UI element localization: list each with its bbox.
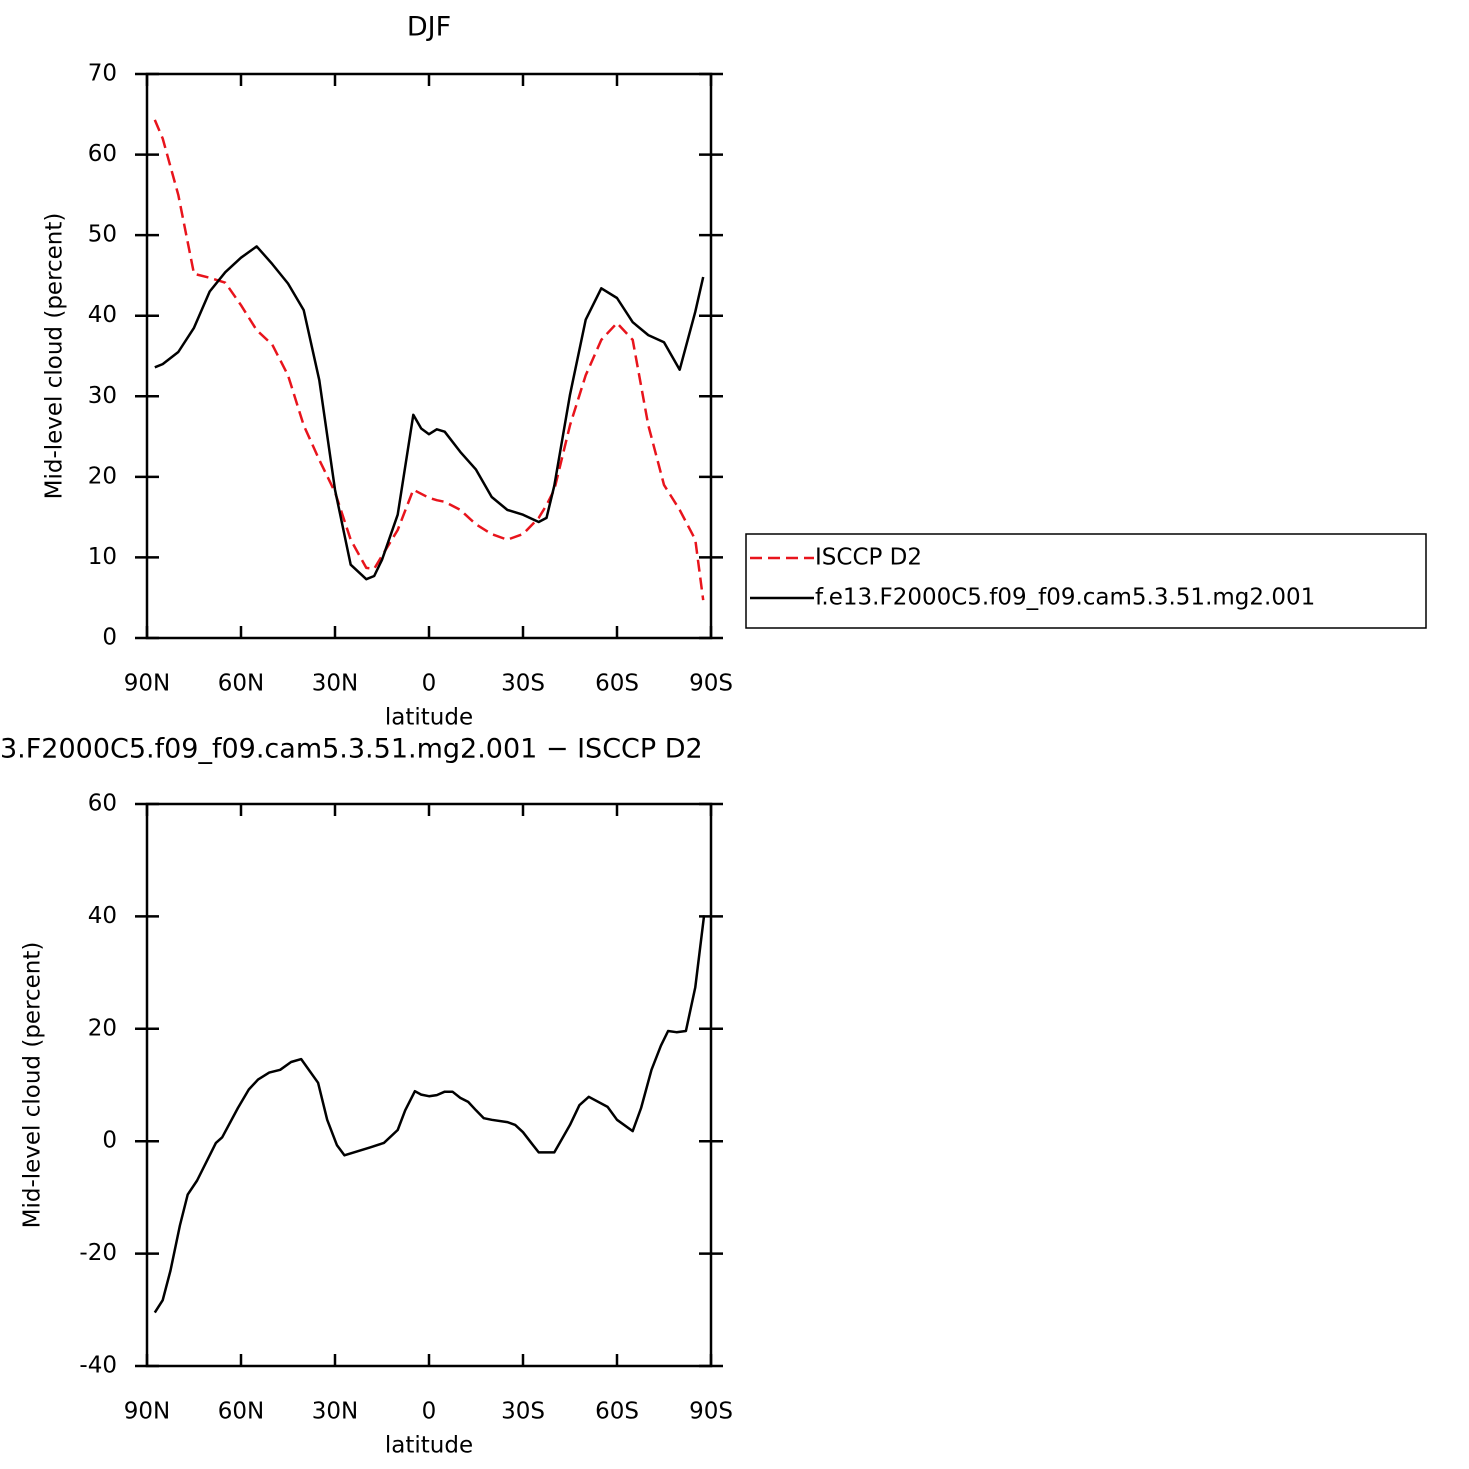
chart-title: DJF <box>407 12 451 43</box>
x-tick-label: 60S <box>595 671 639 697</box>
y-tick-label: 40 <box>88 302 117 328</box>
x-tick-label: 90N <box>124 671 170 697</box>
x-tick-label: 90S <box>689 671 733 697</box>
x-tick-label: 30S <box>501 671 545 697</box>
data-line <box>154 245 705 581</box>
y-tick-label: 60 <box>88 141 117 167</box>
data-line <box>153 119 705 601</box>
y-tick-label: 60 <box>88 791 117 817</box>
x-tick-label: 30N <box>312 671 358 697</box>
x-tick-label: 30S <box>501 1399 545 1425</box>
x-tick-label: 30N <box>312 1399 358 1425</box>
y-tick-label: 40 <box>88 903 117 929</box>
legend-label: ISCCP D2 <box>815 545 922 571</box>
y-tick-label: 0 <box>102 625 117 651</box>
data-line <box>153 915 706 1314</box>
y-tick-label: 0 <box>102 1128 117 1154</box>
x-tick-label: 90S <box>689 1399 733 1425</box>
y-tick-label: -40 <box>79 1353 117 1379</box>
x-tick-label: 0 <box>422 1399 437 1425</box>
chart-title: 3.F2000C5.f09_f09.cam5.3.51.mg2.001 − IS… <box>0 734 703 765</box>
x-tick-label: 0 <box>422 671 437 697</box>
plot-frame <box>145 72 713 640</box>
y-tick-label: 70 <box>88 61 117 87</box>
plot-frame <box>145 802 713 1368</box>
y-tick-label: 50 <box>88 222 117 248</box>
x-tick-label: 90N <box>124 1399 170 1425</box>
y-axis-label: Mid-level cloud (percent) <box>20 942 46 1229</box>
y-tick-label: 20 <box>88 1015 117 1041</box>
x-tick-label: 60N <box>218 671 264 697</box>
x-axis-label: latitude <box>385 1433 473 1459</box>
x-tick-label: 60S <box>595 1399 639 1425</box>
y-tick-label: -20 <box>79 1240 117 1266</box>
x-axis-label: latitude <box>385 705 473 731</box>
y-axis-label: Mid-level cloud (percent) <box>42 213 68 500</box>
y-tick-label: 20 <box>88 463 117 489</box>
legend-box <box>745 533 1427 629</box>
legend-label: f.e13.F2000C5.f09_f09.cam5.3.51.mg2.001 <box>815 585 1315 611</box>
y-tick-label: 30 <box>88 383 117 409</box>
x-tick-label: 60N <box>218 1399 264 1425</box>
y-tick-label: 10 <box>88 544 117 570</box>
